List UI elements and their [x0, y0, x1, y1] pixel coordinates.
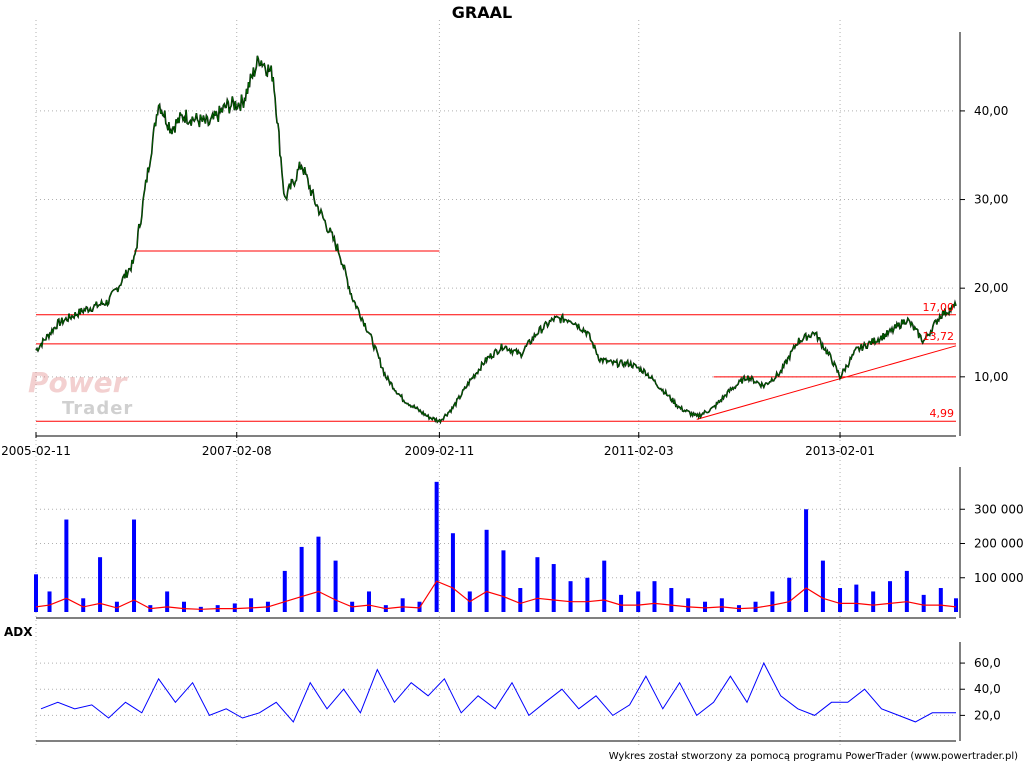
volume-bar	[232, 603, 237, 612]
volume-bar	[703, 601, 708, 612]
volume-bar	[602, 560, 607, 612]
adx-y-tick-label: 60,0	[974, 656, 1001, 670]
x-tick-label: 2013-02-01	[805, 444, 875, 458]
x-tick-label: 2011-02-03	[604, 444, 674, 458]
labels-layer: 2005-02-11 2007-02-08 2009-02-11 2011-02-03…	[1, 104, 1024, 722]
volume-bar	[904, 570, 909, 612]
level-value-label: 17,00	[923, 301, 955, 314]
volume-bar	[619, 594, 624, 612]
volume-bar	[854, 584, 859, 612]
adx-layer	[40, 661, 956, 723]
volume-bar	[47, 591, 52, 612]
volume-average-line	[35, 580, 957, 610]
adx-y-tick-label: 20,0	[974, 708, 1001, 722]
adx-panel-label: ADX	[4, 625, 33, 639]
adx-y-tick-label: 40,0	[974, 682, 1001, 696]
footer-credit: Wykres został stworzony za pomocą progra…	[608, 751, 1018, 762]
volume-bar	[518, 588, 523, 612]
volume-bar	[282, 570, 287, 612]
volume-bar	[64, 519, 69, 612]
volume-layer	[34, 481, 958, 612]
volume-bar	[434, 481, 439, 612]
adx-series-line	[40, 661, 956, 723]
price-series-line	[35, 55, 957, 424]
volume-bar	[753, 601, 758, 612]
volume-bar	[165, 591, 170, 612]
volume-bar	[400, 598, 405, 612]
x-tick-label: 2007-02-08	[202, 444, 272, 458]
volume-bar	[838, 588, 843, 612]
volume-bar	[871, 591, 876, 612]
price-y-tick-label: 30,00	[974, 193, 1008, 207]
volume-bar	[81, 598, 86, 612]
watermark-power-logo: Power	[28, 366, 127, 399]
volume-y-tick-label: 100 000	[974, 571, 1024, 585]
volume-bar	[921, 594, 926, 612]
price-y-tick-label: 20,00	[974, 281, 1008, 295]
volume-bar	[888, 581, 893, 612]
volume-bar	[316, 536, 321, 612]
levels-layer	[36, 250, 957, 422]
volume-bar	[719, 598, 724, 612]
axes-layer	[35, 32, 965, 742]
volume-bar	[954, 598, 958, 612]
volume-bar	[34, 574, 38, 612]
price-y-tick-label: 40,00	[974, 104, 1008, 118]
volume-bar	[299, 546, 304, 612]
price-y-tick-label: 10,00	[974, 370, 1008, 384]
volume-bar	[770, 591, 775, 612]
volume-bar	[568, 581, 573, 612]
volume-bar	[366, 591, 371, 612]
x-tick-label: 2009-02-11	[405, 444, 475, 458]
volume-bar	[820, 560, 825, 612]
volume-bar	[132, 519, 137, 612]
volume-bar	[551, 564, 556, 612]
volume-bar	[669, 588, 674, 612]
x-tick-label: 2005-02-11	[1, 444, 71, 458]
volume-bar	[787, 577, 792, 612]
volume-bar	[333, 560, 338, 612]
price-layer	[35, 55, 957, 425]
volume-y-tick-label: 200 000	[974, 537, 1024, 551]
volume-bar	[636, 591, 641, 612]
support-trendline	[696, 345, 957, 420]
level-value-label: 4,99	[930, 407, 955, 420]
volume-bar	[450, 533, 455, 612]
volume-bar	[686, 598, 691, 612]
volume-bar	[181, 601, 186, 612]
chart-title: GRAAL	[451, 3, 513, 22]
volume-bar	[585, 577, 590, 612]
volume-bar	[501, 550, 506, 612]
level-value-label: 13,72	[923, 330, 955, 343]
volume-bar	[652, 581, 657, 612]
watermark-trader-logo: Trader	[62, 398, 134, 419]
volume-bar	[98, 557, 103, 612]
volume-bar	[484, 529, 489, 612]
volume-y-tick-label: 300 000	[974, 502, 1024, 516]
volume-bar	[804, 509, 809, 612]
volume-bar	[938, 588, 943, 612]
volume-bar	[535, 557, 540, 612]
volume-bar	[114, 601, 119, 612]
volume-bar	[249, 598, 254, 612]
grid-layer	[35, 20, 956, 745]
